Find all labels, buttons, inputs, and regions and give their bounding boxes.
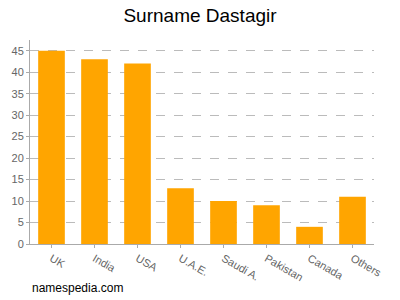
svg-text:45: 45 — [12, 45, 24, 57]
svg-text:namespedia.com: namespedia.com — [32, 281, 123, 295]
svg-text:U.A.E.: U.A.E. — [177, 252, 211, 278]
svg-text:40: 40 — [12, 66, 24, 78]
svg-text:15: 15 — [12, 173, 24, 185]
svg-text:5: 5 — [18, 216, 24, 228]
svg-text:USA: USA — [134, 252, 160, 274]
svg-text:Others: Others — [349, 252, 384, 279]
svg-text:35: 35 — [12, 88, 24, 100]
svg-text:20: 20 — [12, 152, 24, 164]
svg-text:10: 10 — [12, 195, 24, 207]
svg-text:UK: UK — [48, 252, 68, 270]
svg-text:Canada: Canada — [306, 252, 346, 282]
svg-text:Saudi A.: Saudi A. — [220, 252, 261, 283]
svg-text:0: 0 — [18, 238, 24, 250]
svg-text:30: 30 — [12, 109, 24, 121]
svg-text:Pakistan: Pakistan — [263, 252, 306, 283]
svg-text:Surname Dastagir: Surname Dastagir — [123, 5, 277, 26]
svg-text:India: India — [91, 252, 118, 275]
svg-text:25: 25 — [12, 130, 24, 142]
